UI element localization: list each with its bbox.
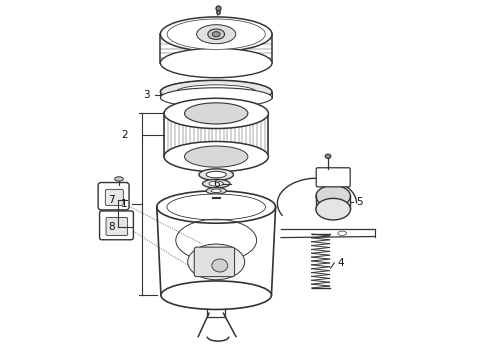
Text: 8: 8 bbox=[108, 222, 115, 232]
Ellipse shape bbox=[167, 194, 266, 220]
Ellipse shape bbox=[160, 80, 272, 103]
FancyBboxPatch shape bbox=[99, 211, 133, 240]
Ellipse shape bbox=[188, 244, 245, 280]
Ellipse shape bbox=[202, 179, 230, 188]
Ellipse shape bbox=[206, 188, 226, 194]
Ellipse shape bbox=[316, 198, 350, 220]
Ellipse shape bbox=[211, 189, 221, 193]
Ellipse shape bbox=[338, 231, 346, 235]
Ellipse shape bbox=[115, 177, 123, 181]
Ellipse shape bbox=[157, 191, 275, 223]
Text: 7: 7 bbox=[108, 195, 115, 205]
Ellipse shape bbox=[209, 181, 223, 186]
Ellipse shape bbox=[160, 48, 272, 78]
Text: 6: 6 bbox=[213, 179, 220, 189]
Ellipse shape bbox=[185, 103, 248, 124]
FancyBboxPatch shape bbox=[98, 183, 129, 210]
Ellipse shape bbox=[176, 85, 256, 99]
FancyBboxPatch shape bbox=[105, 189, 123, 206]
Ellipse shape bbox=[196, 25, 236, 44]
Ellipse shape bbox=[208, 29, 224, 39]
Ellipse shape bbox=[185, 146, 248, 167]
Text: 1: 1 bbox=[121, 199, 128, 209]
Ellipse shape bbox=[212, 259, 228, 272]
Ellipse shape bbox=[316, 185, 350, 207]
Ellipse shape bbox=[160, 17, 272, 51]
Text: 3: 3 bbox=[143, 90, 149, 100]
Text: 5: 5 bbox=[356, 197, 363, 207]
Ellipse shape bbox=[325, 154, 331, 158]
Ellipse shape bbox=[161, 281, 271, 310]
FancyBboxPatch shape bbox=[106, 217, 127, 235]
Ellipse shape bbox=[206, 171, 226, 178]
Ellipse shape bbox=[199, 169, 233, 180]
FancyBboxPatch shape bbox=[194, 247, 235, 276]
Text: 4: 4 bbox=[337, 258, 343, 268]
Text: 2: 2 bbox=[121, 130, 128, 140]
FancyBboxPatch shape bbox=[316, 168, 350, 187]
Ellipse shape bbox=[164, 141, 269, 172]
Ellipse shape bbox=[167, 19, 265, 49]
Ellipse shape bbox=[164, 98, 269, 129]
Ellipse shape bbox=[160, 88, 272, 107]
Ellipse shape bbox=[212, 32, 220, 37]
